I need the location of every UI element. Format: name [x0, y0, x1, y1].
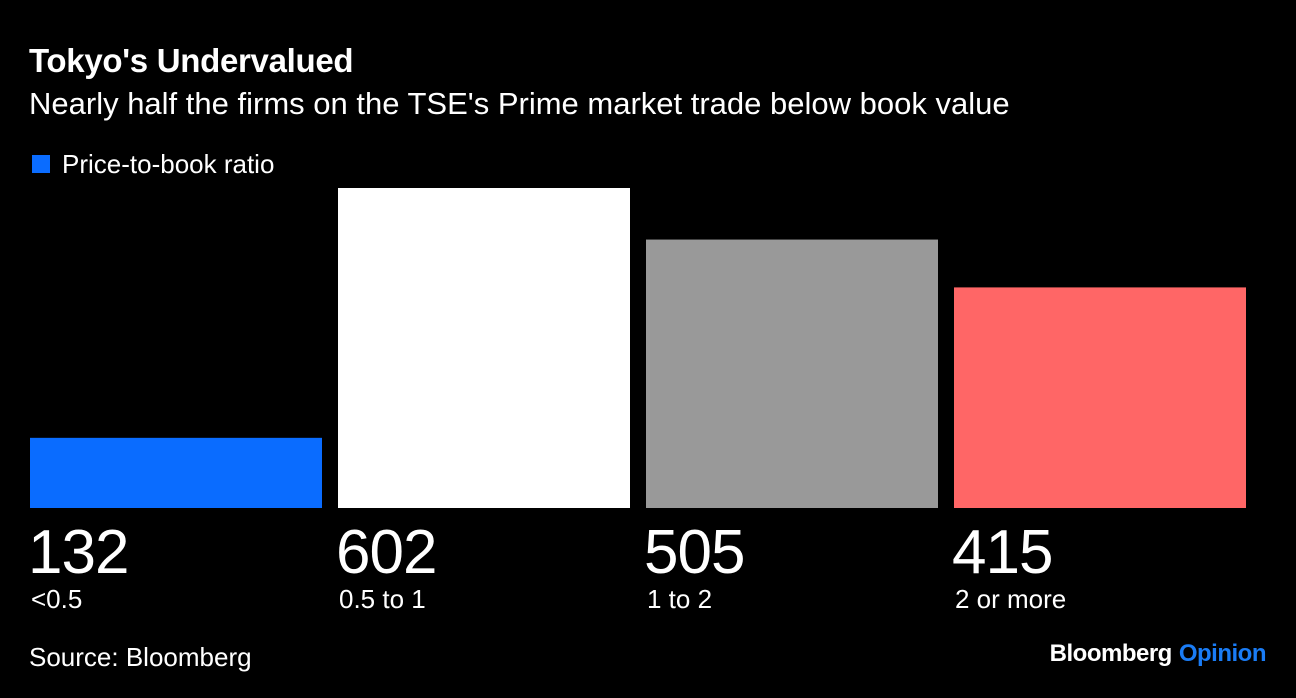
chart-subtitle: Nearly half the firms on the TSE's Prime… — [29, 86, 1010, 121]
bar-value-label-2: 505 — [644, 518, 745, 587]
category-label-2: 1 to 2 — [647, 584, 713, 614]
legend-label: Price-to-book ratio — [62, 148, 275, 179]
category-label-0: <0.5 — [31, 584, 83, 614]
category-label-3: 2 or more — [955, 584, 1067, 614]
brand-logo: Bloomberg Opinion — [1049, 640, 1267, 668]
source-note: Source: Bloomberg — [29, 642, 252, 672]
category-label-1: 0.5 to 1 — [339, 584, 426, 614]
brand-primary: Bloomberg — [1049, 640, 1173, 667]
chart-title: Tokyo's Undervalued — [29, 42, 354, 79]
bar-0 — [30, 437, 322, 508]
bar-value-label-3: 415 — [952, 518, 1053, 587]
bar-value-label-1: 602 — [336, 518, 437, 587]
bar-3 — [954, 287, 1246, 508]
legend-swatch — [32, 155, 50, 173]
brand-secondary: Opinion — [1178, 640, 1267, 667]
bar-value-label-0: 132 — [28, 518, 129, 587]
bar-2 — [646, 239, 938, 508]
legend: Price-to-book ratio — [32, 148, 275, 179]
bar-1 — [338, 188, 630, 508]
